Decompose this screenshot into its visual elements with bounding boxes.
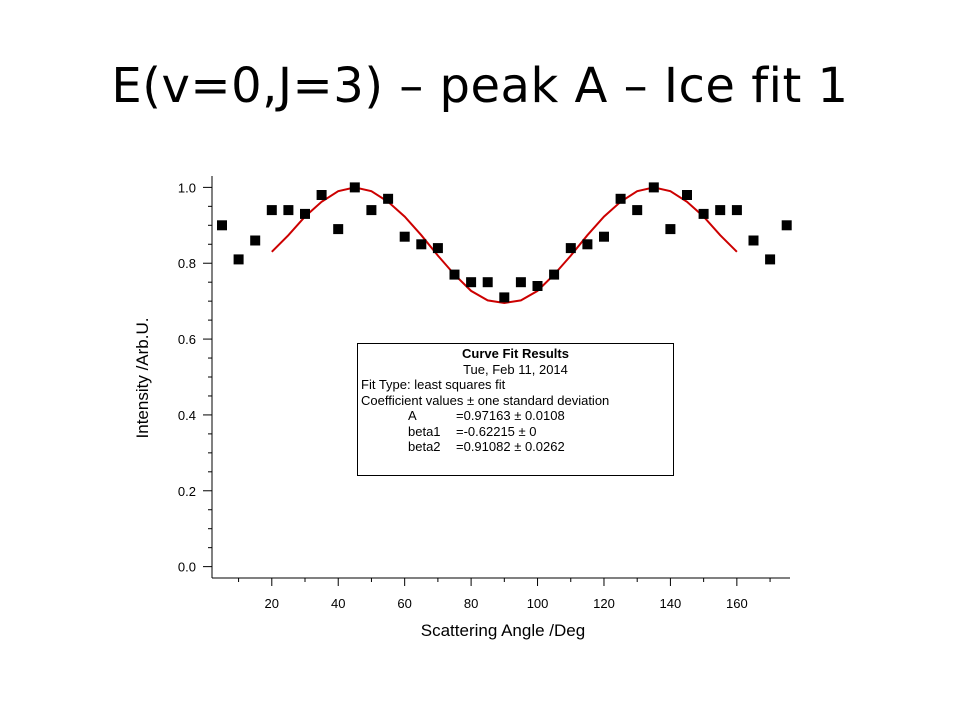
x-tick-label: 40	[331, 596, 345, 611]
data-point	[698, 208, 709, 219]
y-tick-label: 0.8	[178, 256, 196, 271]
slide-title: E(v=0,J=3) – peak A – Ice fit 1	[111, 58, 849, 114]
coefficient-row-a: A =0.97163 ± 0.0108	[358, 408, 673, 424]
coefficient-row-beta1: beta1 =-0.62215 ± 0	[358, 424, 673, 440]
fit-results-date: Tue, Feb 11, 2014	[463, 361, 568, 377]
y-tick-label: 0.2	[178, 484, 196, 499]
data-point	[333, 224, 344, 235]
data-point	[399, 231, 410, 242]
data-point	[300, 208, 310, 219]
data-point	[383, 193, 394, 204]
fit-curve	[271, 186, 738, 305]
x-tick-label: 120	[593, 596, 615, 611]
data-point	[665, 224, 676, 235]
axes: 0.0 0.2 0.4 0.6 0.8 1.0 20 40 60 80 100 120 140 160	[178, 176, 790, 611]
curve-fit-results-box: Curve Fit Results Tue, Feb 11, 2014 Fit …	[357, 343, 674, 476]
coefficient-name: beta1	[408, 423, 441, 439]
data-point	[748, 235, 759, 246]
coefficient-note: Coefficient values ± one standard deviat…	[361, 392, 610, 408]
data-point	[449, 269, 460, 280]
x-tick-label: 160	[726, 596, 748, 611]
fit-type-text: Fit Type: least squares fit	[361, 377, 506, 392]
data-point	[565, 243, 576, 254]
data-point	[715, 205, 726, 216]
x-axis-title: Scattering Angle /Deg	[421, 621, 585, 640]
data-point	[366, 205, 377, 216]
data-point	[316, 190, 327, 200]
data-point	[349, 182, 360, 193]
fit-results-heading: Curve Fit Results	[462, 346, 569, 361]
y-tick-label: 0.4	[178, 408, 196, 423]
data-point	[599, 231, 609, 242]
x-tick-label: 140	[660, 596, 682, 611]
y-tick-label: 0.0	[178, 560, 196, 575]
coefficient-value: =0.91082 ± 0.0262	[456, 439, 565, 454]
data-point	[632, 205, 643, 216]
data-point	[466, 277, 477, 288]
data-point	[515, 277, 526, 288]
data-point	[648, 182, 659, 193]
data-point	[765, 254, 776, 265]
data-point	[250, 235, 261, 246]
data-point	[731, 205, 742, 216]
x-tick-label: 100	[527, 596, 549, 611]
data-point	[217, 220, 227, 231]
coefficient-value: =-0.62215 ± 0	[456, 423, 537, 439]
data-point	[432, 243, 443, 254]
y-axis-title: Intensity /Arb.U.	[133, 318, 152, 439]
x-tick-label: 60	[397, 596, 411, 611]
coefficient-name: beta2	[408, 439, 441, 454]
data-point	[482, 277, 493, 288]
data-point	[615, 193, 626, 204]
data-point	[682, 190, 692, 200]
data-point	[283, 205, 294, 216]
data-point	[582, 239, 593, 250]
x-tick-label: 80	[464, 596, 478, 611]
data-point	[532, 281, 543, 291]
data-point	[233, 254, 244, 265]
coefficient-name: A	[408, 408, 417, 423]
coefficient-row-beta2: beta2 =0.91082 ± 0.0262	[358, 439, 673, 455]
data-point	[266, 205, 277, 216]
coefficient-value: =0.97163 ± 0.0108	[456, 408, 565, 423]
data-points-layer	[217, 182, 792, 303]
x-tick-label: 20	[265, 596, 279, 611]
data-point	[549, 269, 560, 280]
data-point	[416, 239, 427, 250]
data-point	[781, 220, 792, 231]
fit-curve-layer	[271, 186, 738, 305]
y-tick-label: 1.0	[178, 180, 196, 195]
data-point	[499, 292, 510, 303]
y-tick-label: 0.6	[178, 332, 196, 347]
